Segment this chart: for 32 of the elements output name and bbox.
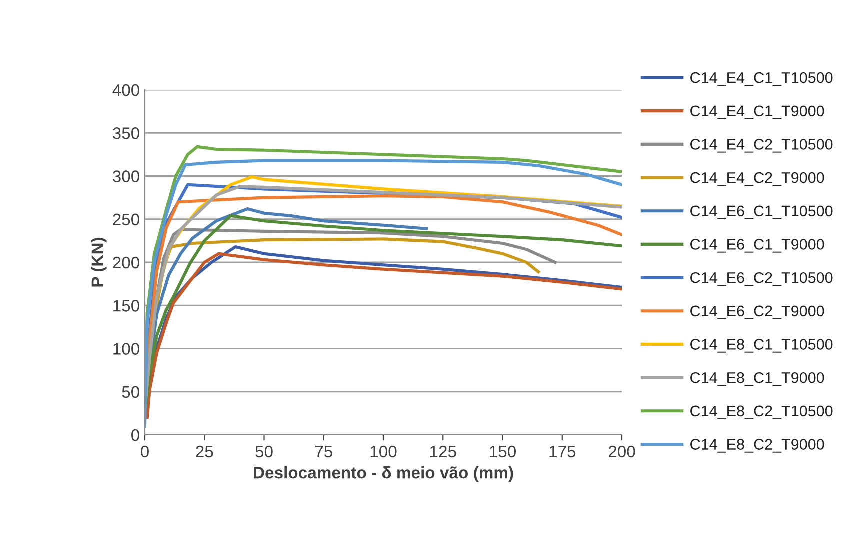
y-tick-label: 50 (122, 386, 140, 398)
x-tick-label: 50 (256, 446, 273, 458)
y-tick-label: 0 (132, 429, 140, 442)
legend-label: C14_E4_C2_T10500 (690, 139, 833, 153)
legend-label: C14_E8_C2_T10500 (690, 406, 833, 420)
legend-label: C14_E8_C1_T10500 (690, 339, 833, 353)
y-tick-label: 300 (112, 170, 140, 182)
x-tick-label: 100 (370, 446, 397, 458)
x-tick-label: 150 (490, 446, 516, 458)
legend-label: C14_E6_C2_T9000 (690, 306, 824, 320)
legend-label: C14_E4_C1_T9000 (690, 106, 824, 120)
x-tick-label: 75 (315, 446, 332, 458)
y-axis-title: P (KN) (91, 238, 107, 287)
legend-label: C14_E4_C2_T9000 (690, 172, 824, 186)
legend-label: C14_E8_C2_T9000 (690, 439, 824, 453)
y-tick-label: 150 (114, 300, 140, 312)
legend-label: C14_E4_C1_T10500 (690, 72, 833, 86)
legend-label: C14_E8_C1_T9000 (690, 372, 824, 386)
legend-label: C14_E6_C2_T10500 (690, 272, 833, 286)
x-axis-title: Deslocamento - δ meio vão (mm) (254, 466, 514, 482)
y-tick-label: 350 (112, 128, 140, 140)
y-tick-label: 200 (113, 256, 140, 269)
x-tick-label: 25 (196, 446, 214, 458)
x-tick-label: 125 (430, 446, 456, 458)
x-tick-label: 175 (550, 446, 576, 458)
y-tick-label: 100 (114, 343, 140, 355)
x-tick-label: 200 (608, 446, 636, 458)
x-tick-label: 0 (141, 446, 149, 458)
y-tick-label: 400 (112, 84, 140, 96)
legend-label: C14_E6_C1_T9000 (690, 239, 824, 253)
legend-label: C14_E6_C1_T10500 (690, 206, 833, 220)
y-tick-label: 250 (113, 214, 140, 226)
